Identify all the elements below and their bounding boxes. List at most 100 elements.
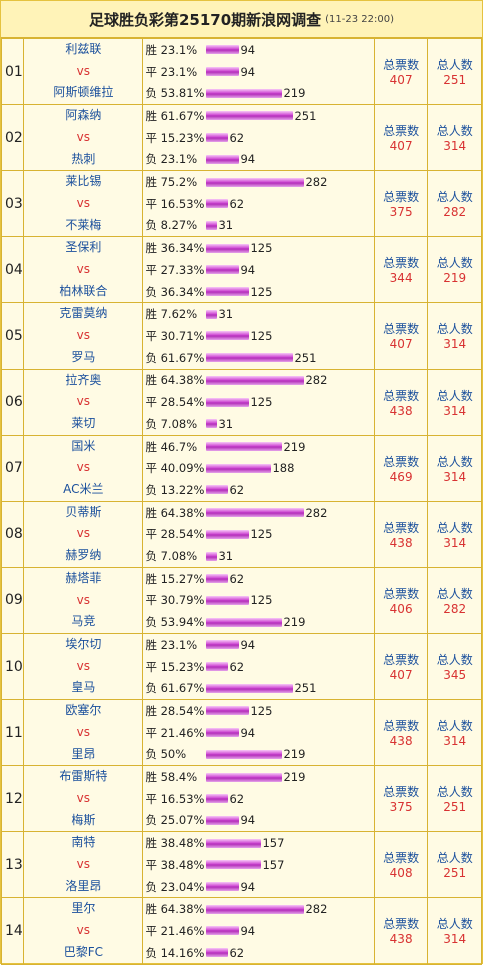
total-votes-label: 总票数	[383, 917, 420, 932]
home-team[interactable]: 赫塔菲	[65, 570, 102, 585]
outcome-label: 负	[145, 152, 157, 167]
away-team[interactable]: 莱切	[71, 415, 96, 430]
home-team[interactable]: 欧塞尔	[65, 703, 102, 718]
vote-bar	[206, 265, 240, 275]
vote-bars: 胜 23.1% 94 平 23.1% 94 负 53.81% 219	[142, 37, 375, 106]
match-number: 03	[0, 170, 25, 238]
vote-bar	[206, 88, 283, 98]
vote-bar	[206, 904, 305, 914]
teams-cell: 布雷斯特 vs 梅斯	[23, 765, 144, 833]
total-people-value: 282	[443, 205, 467, 220]
match-row: 12 布雷斯特 vs 梅斯 胜 58.4% 219 平 16.53% 62 负 25.07% 94…	[0, 765, 482, 833]
home-team[interactable]: 南特	[71, 835, 96, 850]
bar-label: 平 28.54%	[145, 394, 206, 410]
outcome-label: 平	[145, 725, 157, 740]
bar-label: 胜 64.38%	[145, 372, 206, 388]
vote-count: 31	[218, 218, 234, 233]
away-team[interactable]: 里昂	[71, 746, 96, 761]
outcome-label: 胜	[145, 373, 157, 388]
vote-count: 94	[240, 725, 256, 740]
outcome-label: 平	[145, 262, 157, 277]
away-team[interactable]: 梅斯	[71, 812, 96, 827]
away-team[interactable]: 阿斯顿维拉	[53, 85, 114, 100]
outcome-label: 平	[145, 659, 157, 674]
away-team[interactable]: 罗马	[71, 349, 96, 364]
bar-row-lose: 负 50% 219	[145, 743, 373, 765]
bar-label: 胜 58.4%	[145, 769, 206, 785]
home-team[interactable]: 布雷斯特	[59, 769, 108, 784]
total-votes-label: 总票数	[383, 190, 420, 205]
home-team[interactable]: 莱比锡	[65, 174, 102, 189]
away-team[interactable]: 热刺	[71, 151, 96, 166]
total-votes-cell: 总票数 375	[373, 765, 429, 833]
matches-table: 01 利兹联 vs 阿斯顿维拉胜 23.1% 94 平 23.1% 94 负 53.81% 21…	[0, 37, 482, 965]
outcome-percent: 28.54%	[160, 527, 205, 542]
outcome-label: 平	[145, 791, 157, 806]
away-team[interactable]: 柏林联合	[59, 283, 108, 298]
vote-bar	[206, 706, 250, 716]
home-team[interactable]: 埃尔切	[65, 636, 102, 651]
outcome-percent: 61.67%	[160, 350, 205, 365]
home-team[interactable]: 克雷莫纳	[59, 306, 108, 321]
away-team[interactable]: 洛里昂	[65, 878, 102, 893]
home-team[interactable]: 贝蒂斯	[65, 504, 102, 519]
outcome-percent: 75.2%	[160, 175, 198, 190]
away-team[interactable]: 巴黎FC	[63, 944, 103, 959]
vote-bar	[206, 882, 240, 892]
total-votes-value: 438	[389, 734, 413, 749]
match-number: 06	[0, 368, 25, 436]
vote-count: 282	[305, 902, 328, 917]
away-team[interactable]: 马竞	[71, 614, 96, 629]
away-team[interactable]: 不莱梅	[65, 217, 102, 232]
total-votes-value: 407	[389, 139, 413, 154]
total-people-cell: 总人数 314	[427, 434, 482, 502]
total-votes-cell: 总票数 408	[373, 831, 429, 899]
home-team[interactable]: 国米	[71, 438, 96, 453]
total-people-label: 总人数	[436, 917, 473, 932]
vote-bars: 胜 28.54% 125 平 21.46% 94 负 50% 219	[142, 699, 375, 767]
vote-count: 62	[229, 482, 245, 497]
total-people-label: 总人数	[436, 256, 473, 271]
vote-bars: 胜 61.67% 251 平 15.23% 62 负 23.1% 94	[142, 104, 375, 172]
total-votes-label: 总票数	[383, 388, 420, 403]
total-people-cell: 总人数 314	[427, 368, 482, 436]
total-votes-value: 407	[389, 668, 413, 683]
bar-label: 平 40.09%	[145, 460, 206, 476]
vote-bars: 胜 64.38% 282 平 28.54% 125 负 7.08% 31	[142, 368, 375, 436]
total-votes-label: 总票数	[383, 322, 420, 337]
total-votes-label: 总票数	[383, 58, 420, 73]
outcome-percent: 23.1%	[160, 64, 198, 79]
vs-label: vs	[76, 923, 91, 938]
total-votes-label: 总票数	[383, 851, 420, 866]
home-team[interactable]: 里尔	[71, 901, 96, 916]
total-votes-value: 407	[389, 73, 413, 88]
outcome-percent: 28.54%	[160, 703, 205, 718]
match-number: 05	[0, 302, 25, 370]
home-team[interactable]: 圣保利	[65, 240, 102, 255]
total-votes-label: 总票数	[383, 520, 420, 535]
away-team[interactable]: 皇马	[71, 680, 96, 695]
teams-cell: 里尔 vs 巴黎FC	[23, 897, 144, 965]
total-people-cell: 总人数 314	[427, 104, 482, 172]
vote-count: 31	[218, 549, 234, 563]
away-team[interactable]: 赫罗纳	[65, 548, 102, 563]
outcome-percent: 23.1%	[160, 152, 198, 167]
total-votes-label: 总票数	[383, 586, 420, 601]
bar-label: 胜 64.38%	[145, 901, 206, 917]
vote-count: 31	[218, 307, 234, 322]
match-row: 03 莱比锡 vs 不莱梅 胜 75.2% 282 平 16.53% 62 负 8.27% 31 总…	[0, 170, 482, 238]
bar-row-win: 胜 38.48% 157	[145, 832, 373, 854]
home-team[interactable]: 阿森纳	[65, 108, 102, 123]
outcome-label: 胜	[145, 505, 157, 520]
outcome-percent: 15.23%	[160, 130, 205, 145]
total-people-cell: 总人数 314	[427, 500, 482, 568]
bar-row-draw: 平 38.48% 157	[145, 854, 373, 876]
vote-bar	[206, 397, 250, 407]
outcome-percent: 14.16%	[160, 945, 205, 960]
home-team[interactable]: 拉齐奥	[65, 372, 102, 387]
bar-label: 胜 46.7%	[145, 439, 206, 455]
total-votes-label: 总票数	[383, 256, 420, 271]
vote-count: 251	[294, 108, 317, 123]
home-team[interactable]: 利兹联	[65, 42, 102, 56]
away-team[interactable]: AC米兰	[63, 482, 104, 497]
